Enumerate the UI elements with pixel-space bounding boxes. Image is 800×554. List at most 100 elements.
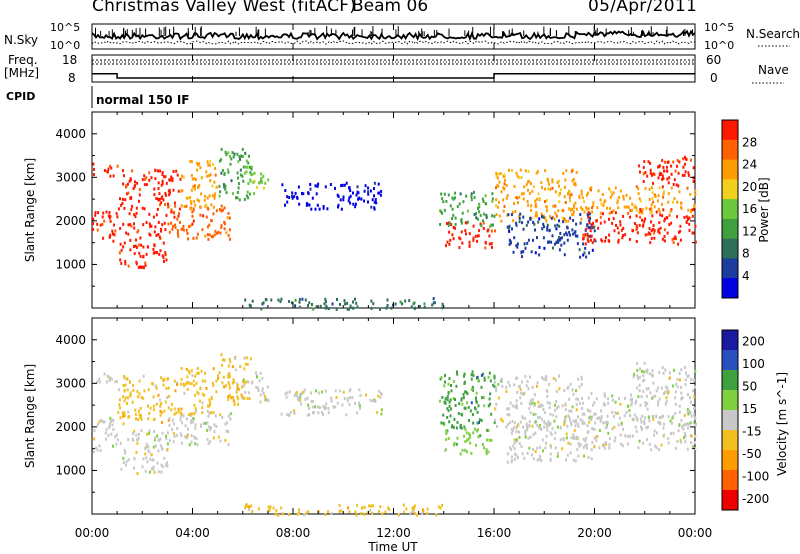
range-cell [659,422,662,426]
range-cell [159,203,161,207]
range-cell [140,396,143,399]
range-cell [192,379,195,383]
date-label: 05/Apr/2011 [588,0,698,16]
range-cell [638,375,641,379]
range-cell [504,178,506,182]
range-cell [136,438,139,442]
range-cell [284,203,286,207]
range-cell [465,194,468,198]
range-cell [562,438,565,442]
colorbar-swatch [722,179,738,200]
range-cell [244,298,247,302]
range-cell [373,200,376,204]
range-cell [173,215,176,219]
noise-right-label: N.Search [746,27,800,41]
range-cell [606,420,609,424]
range-cell [547,187,550,191]
range-cell [461,241,464,245]
range-cell [345,413,348,417]
range-cell [165,258,168,262]
range-cell [563,241,566,245]
range-cell [161,223,164,227]
range-cell [304,298,307,302]
noise-search-series [91,40,696,45]
range-cell [588,420,591,424]
range-cell [469,435,471,439]
range-cell [484,241,487,245]
range-cell [591,427,594,431]
range-cell [648,419,651,423]
range-cell [446,407,449,411]
range-cell [331,302,334,306]
range-cell [192,219,195,223]
range-cell [96,423,99,427]
station-title: Christmas Valley West (fitACF) [92,0,357,16]
range-cell [158,235,161,239]
noise-spikes [94,26,694,36]
range-cell [441,302,444,306]
range-cell [190,419,193,423]
cpid-label: CPID [6,90,35,103]
range-cell [153,187,156,191]
range-cell [359,406,361,410]
range-cell [583,421,586,425]
range-cell [602,204,605,207]
range-cell [563,253,566,257]
range-cell [556,425,559,429]
range-cell [190,434,193,438]
range-cell [645,426,648,430]
range-cell [179,418,182,422]
range-cell [187,196,190,200]
range-cell [134,244,137,248]
range-cell [591,210,594,214]
range-cell [541,186,543,190]
noise-panel: N.Sky 10^5 10^0 10^5 10^0 N.Search [4,21,800,52]
range-cell [441,197,444,201]
range-cell [448,242,451,246]
range-cell [180,189,183,193]
range-cell [118,388,121,392]
range-cell [193,383,196,387]
range-cell [519,391,522,395]
range-cell [335,307,338,311]
range-cell [236,383,239,387]
range-cell [163,260,165,263]
range-cell [638,197,641,201]
range-cell [592,221,595,225]
frequency-label: Freq. [8,53,38,67]
range-cell [152,215,155,219]
range-cell [576,242,579,246]
range-cell [509,401,512,405]
range-cell [657,400,660,404]
range-cell [118,398,121,402]
range-cell [680,385,682,389]
range-cell [478,210,481,214]
range-cell [341,403,344,407]
range-cell [370,306,373,310]
range-cell [103,169,106,172]
range-cell [414,512,417,516]
range-cell [160,376,163,380]
range-cell [467,405,470,409]
range-cell [105,380,108,384]
range-cell [650,173,653,177]
range-cell [521,221,524,225]
range-cell [678,190,681,194]
range-cell [165,181,168,185]
range-cell [604,239,607,243]
range-cell [212,383,215,387]
range-cell [644,217,647,221]
range-cell [96,222,99,226]
range-cell [459,192,462,196]
range-cell [261,180,263,184]
range-cell [583,454,586,458]
range-cell [468,433,471,437]
range-cell [159,437,162,441]
range-cell [602,401,605,405]
range-cell [96,228,99,232]
range-cell [242,396,245,399]
range-cell [135,211,138,215]
range-cell [555,400,558,403]
range-cell [215,379,218,383]
range-cell [586,212,589,216]
